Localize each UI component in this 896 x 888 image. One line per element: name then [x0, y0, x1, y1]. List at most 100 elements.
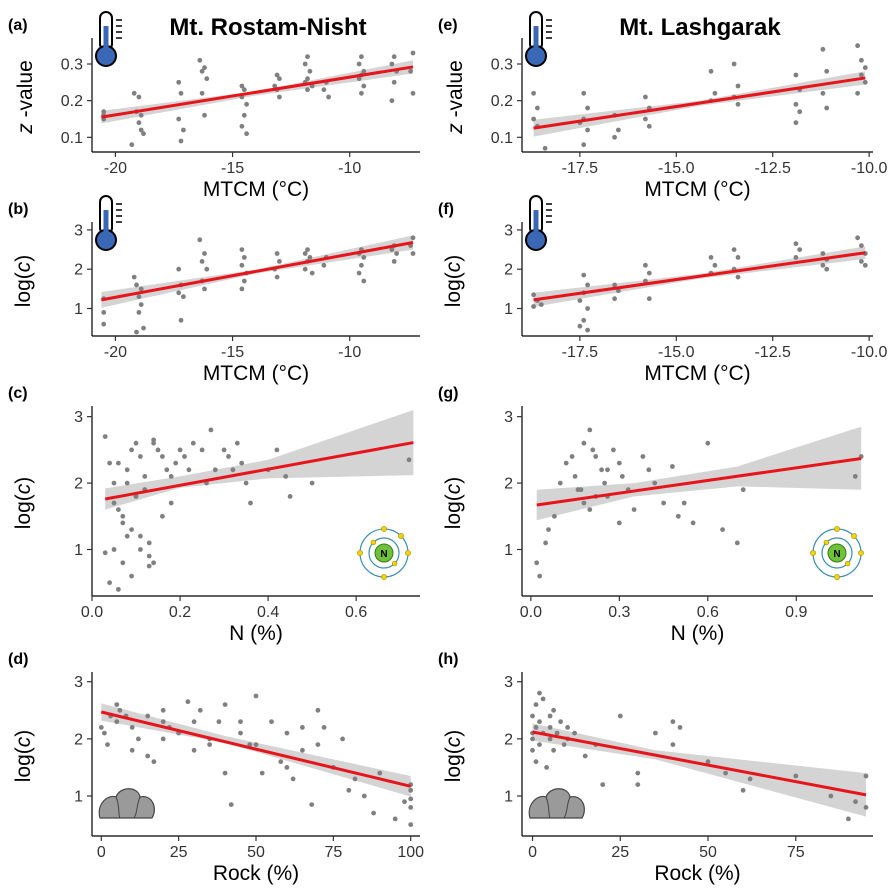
data-point [547, 713, 553, 719]
data-point [581, 440, 587, 446]
data-point [305, 247, 310, 253]
y-tick-label: 3 [504, 409, 513, 426]
data-point [111, 480, 117, 486]
data-point [114, 719, 120, 725]
data-point [307, 255, 313, 260]
nitrogen-symbol: N [380, 549, 387, 560]
data-point [185, 699, 191, 705]
data-point [533, 759, 539, 765]
data-point [290, 776, 296, 782]
data-point [274, 251, 280, 256]
rock-crack-2 [563, 796, 571, 819]
data-point [239, 247, 245, 253]
data-point [734, 540, 740, 546]
x-tick-label: -15.0 [658, 160, 695, 177]
data-point [531, 292, 536, 298]
nitrogen-atom-icon: N [810, 526, 864, 580]
data-point [238, 730, 243, 736]
data-point [238, 719, 243, 725]
data-point [239, 286, 245, 292]
data-point [558, 719, 563, 725]
data-point [531, 90, 536, 96]
data-point [824, 68, 830, 74]
data-point [204, 266, 210, 272]
data-point [361, 68, 367, 74]
data-point [602, 480, 607, 486]
data-point [577, 298, 583, 303]
data-point [587, 507, 593, 512]
data-point [410, 235, 416, 241]
data-point [138, 454, 143, 459]
data-point [105, 742, 110, 747]
data-point [408, 822, 414, 827]
data-point [862, 262, 868, 268]
y-axis-label: log(c) [442, 730, 465, 783]
data-point [116, 507, 121, 512]
y-tick-label: 2 [504, 731, 513, 748]
data-point [129, 573, 135, 579]
data-point [612, 282, 617, 288]
nitrogen-nucleus [827, 543, 847, 563]
data-point [617, 713, 623, 719]
y-tick-label: 2 [74, 476, 83, 493]
data-point [176, 79, 182, 85]
y-tick-label: 0.2 [61, 93, 83, 110]
data-point [408, 787, 414, 793]
data-point [277, 259, 282, 264]
data-point [410, 50, 416, 56]
data-point [546, 527, 551, 532]
data-point [670, 719, 676, 725]
data-point [537, 690, 542, 696]
data-point [402, 799, 407, 805]
x-tick-label: 0.9 [785, 604, 807, 621]
x-tick-label: 50 [247, 844, 265, 861]
data-point [859, 243, 864, 249]
data-point [176, 266, 182, 272]
data-point [274, 72, 280, 78]
data-point [600, 782, 606, 787]
x-axis-label: N (%) [671, 622, 725, 645]
y-tick-label: 1 [504, 789, 513, 806]
data-point [284, 730, 290, 736]
data-point [670, 464, 675, 469]
data-point [557, 480, 563, 486]
data-point [581, 317, 587, 323]
data-point [124, 480, 130, 486]
data-point [705, 759, 711, 765]
thermometer-mercury [533, 26, 539, 54]
data-point [197, 707, 203, 713]
nitrogen-electron-3 [858, 550, 864, 556]
x-tick-label: -10.0 [851, 344, 888, 361]
y-axis-label-variable: c [442, 736, 465, 747]
data-point [131, 90, 137, 96]
data-point [747, 776, 753, 782]
thermometer-icon [95, 11, 122, 67]
y-tick-label: 1 [74, 301, 83, 318]
data-point [239, 460, 245, 466]
x-axis-label: MTCM (°C) [644, 362, 750, 385]
data-point [616, 520, 622, 526]
data-point [824, 266, 830, 272]
data-point [151, 759, 157, 765]
data-point [272, 83, 278, 89]
data-point [283, 474, 289, 479]
data-point [828, 793, 834, 799]
data-point [394, 251, 399, 256]
data-point [408, 805, 414, 810]
data-point [168, 500, 174, 506]
data-point [107, 580, 112, 586]
data-point [793, 773, 799, 779]
rock-shape [98, 788, 155, 819]
data-point [241, 87, 247, 93]
data-point [590, 447, 596, 453]
data-point [151, 440, 157, 446]
data-point [793, 101, 799, 107]
data-point [243, 480, 249, 486]
data-point [552, 513, 557, 519]
thermometer-icon [95, 195, 122, 251]
y-tick-label: 0.1 [61, 130, 83, 147]
data-point [531, 116, 536, 122]
y-axis-label: log(c) [12, 477, 35, 530]
data-point [534, 560, 540, 566]
data-point [116, 460, 121, 466]
